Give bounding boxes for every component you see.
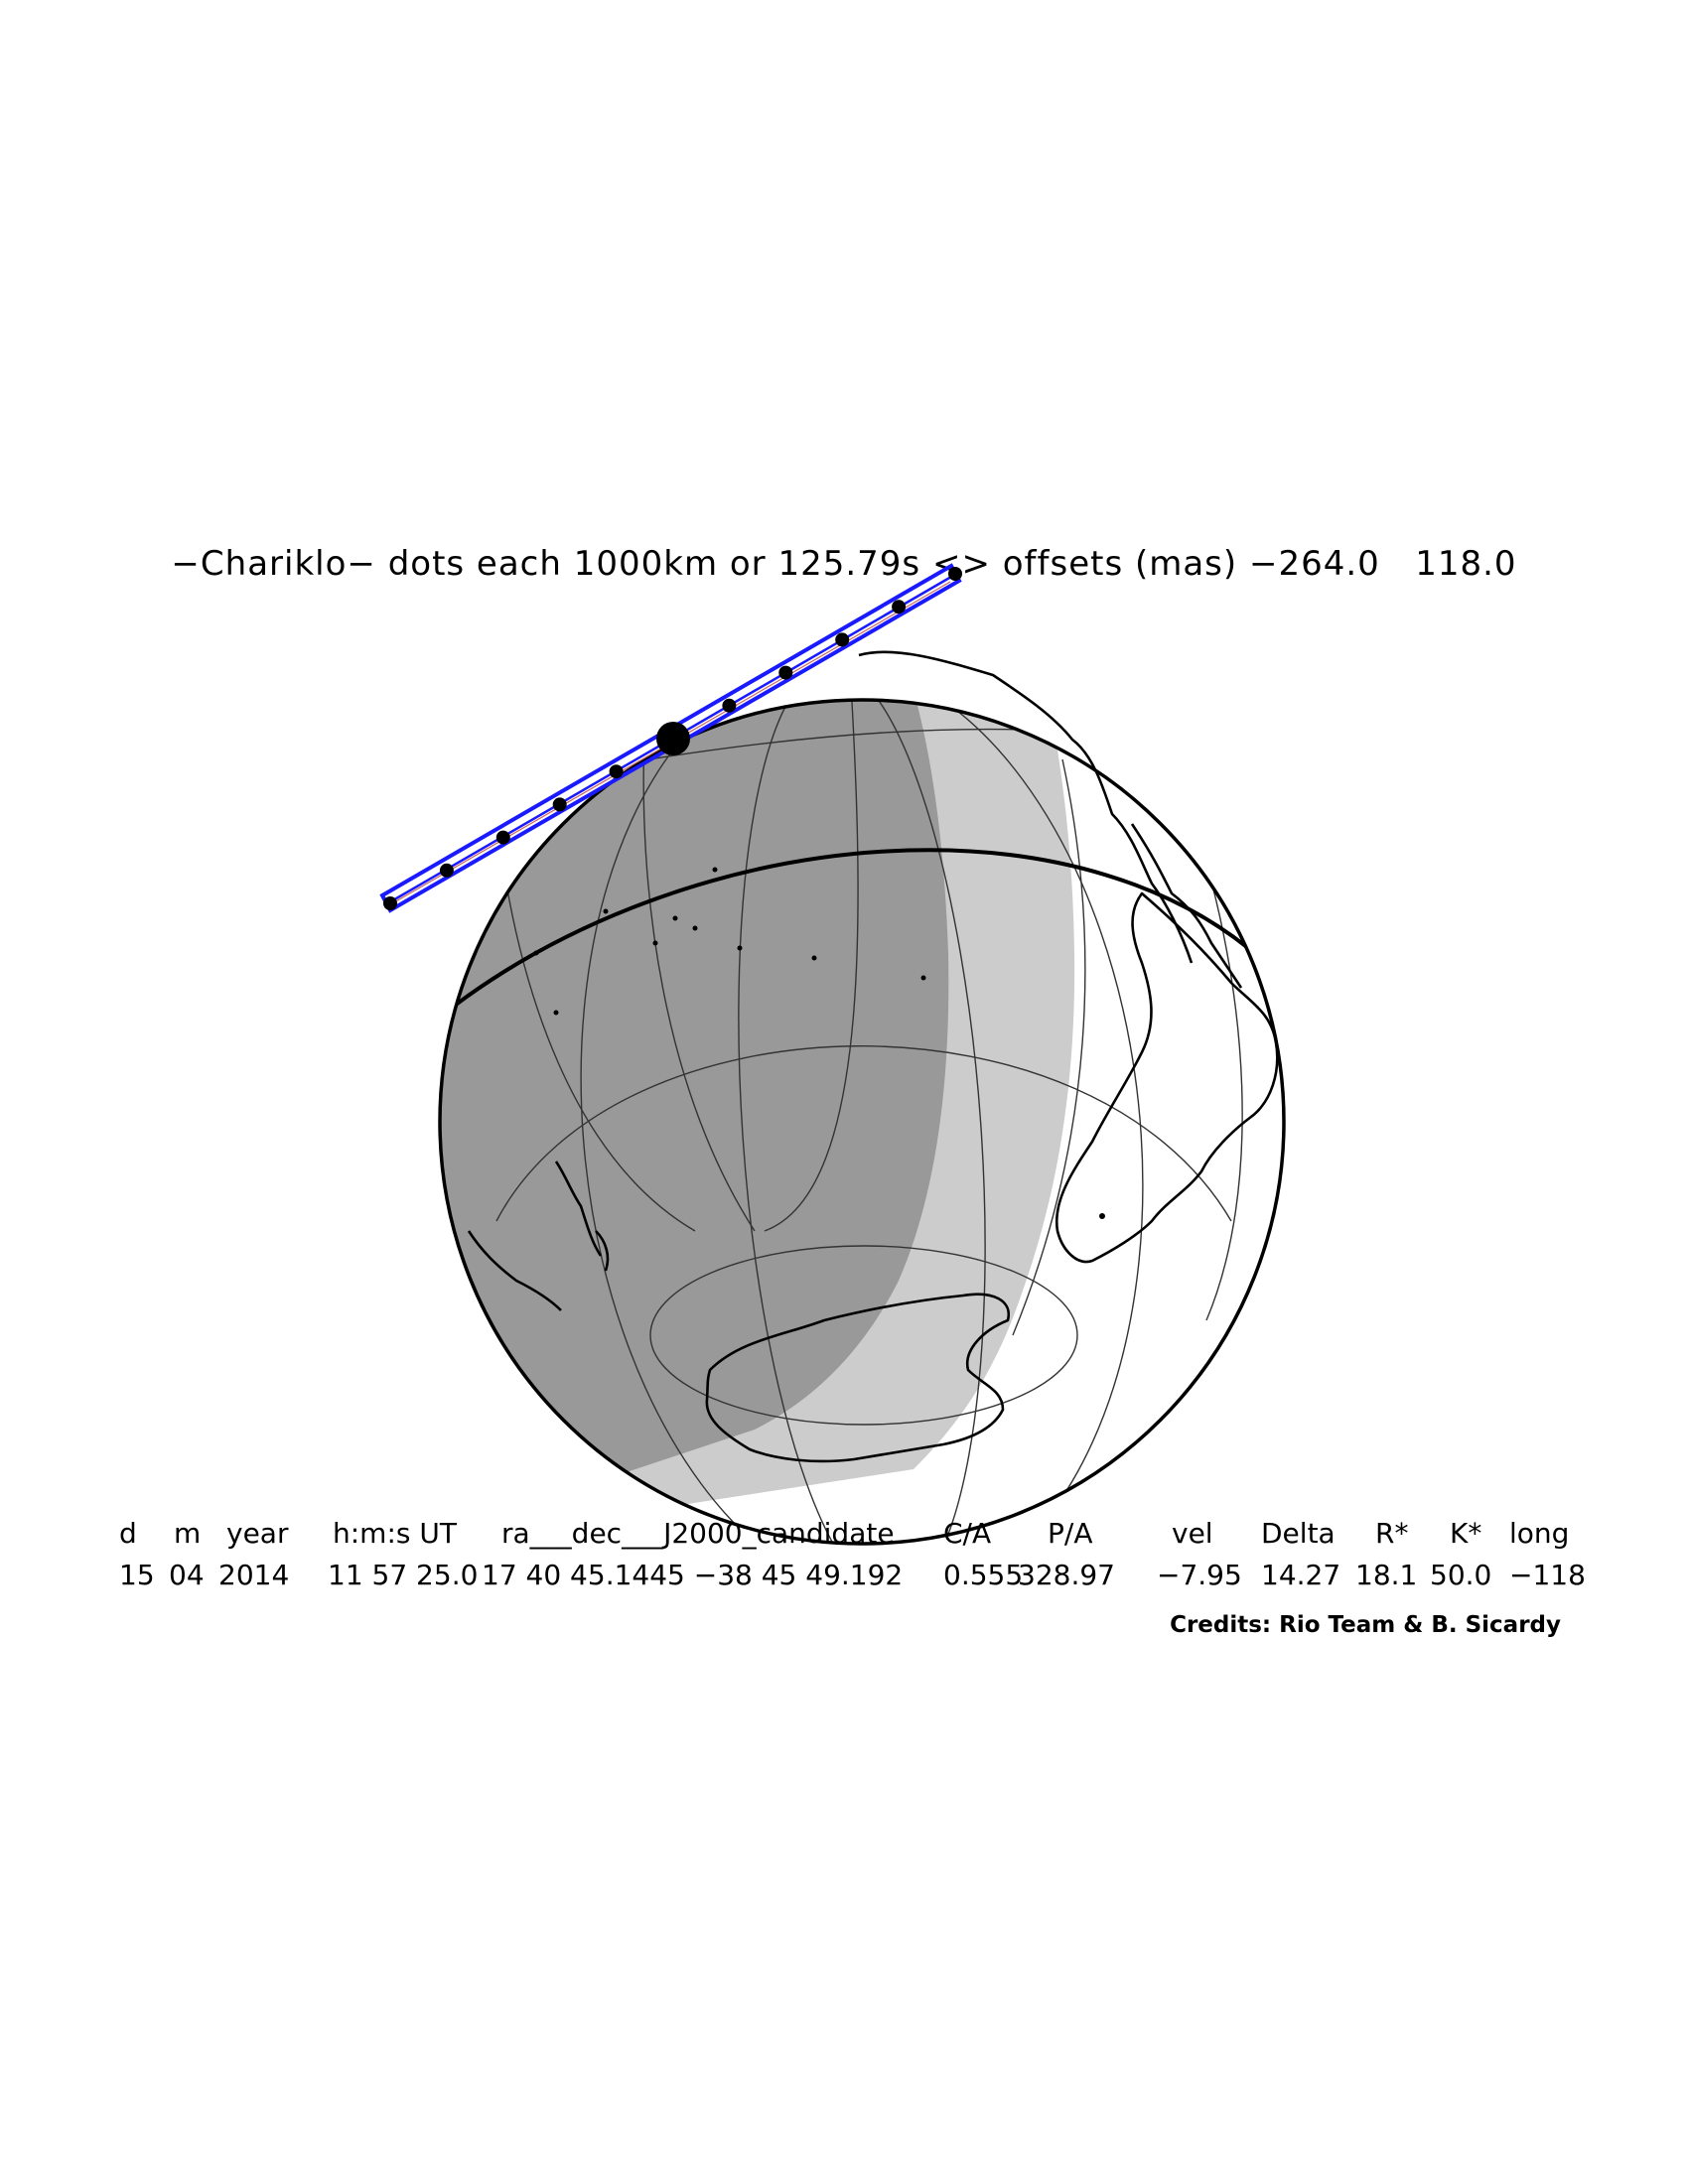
table-value-cell: 17 40 45.1445 −38 45 49.192 — [482, 1559, 904, 1591]
coastlines — [467, 650, 1279, 1463]
shadow-path — [379, 563, 962, 913]
path-dot — [609, 764, 624, 779]
table-header-cell: P/A — [1048, 1517, 1093, 1550]
meridian-center — [764, 700, 859, 1232]
meridian-2 — [738, 700, 986, 1544]
table-header-cell: ra___dec___J2000_candidate — [501, 1517, 895, 1550]
coast-new-zealand — [554, 1160, 610, 1272]
island — [737, 945, 743, 951]
island — [603, 908, 609, 914]
equator-line — [450, 848, 1283, 1010]
table-value-row: 15 04 2014 11 57 25.0 17 40 45.1445 −38 45 4… — [119, 1559, 1586, 1600]
meridian-1 — [580, 700, 1144, 1544]
table-value-cell: −7.95 — [1157, 1559, 1242, 1591]
coast-south-america — [1055, 891, 1279, 1264]
table-value-cell: 04 — [169, 1559, 205, 1591]
table-header-cell: long — [1509, 1517, 1570, 1550]
table-header-cell: year — [226, 1517, 289, 1550]
island — [553, 1010, 559, 1016]
table-header-cell: m — [174, 1517, 202, 1550]
path-dot — [383, 896, 397, 910]
table-header-cell: Delta — [1261, 1517, 1336, 1550]
table-value-cell: 15 — [119, 1559, 155, 1591]
island — [533, 950, 539, 956]
island — [672, 915, 678, 921]
event-table: d m year h:m:s UT ra___dec___J2000_candidate… — [119, 1517, 1586, 1600]
table-header-cell: R* — [1375, 1517, 1409, 1550]
table-value-cell: 328.97 — [1018, 1559, 1115, 1591]
island — [920, 975, 926, 981]
table-header-row: d m year h:m:s UT ra___dec___J2000_candidate… — [119, 1517, 1569, 1559]
table-value-cell: 11 57 25.0 — [328, 1559, 479, 1591]
table-header-cell: vel — [1172, 1517, 1213, 1550]
table-header-cell: h:m:s UT — [333, 1517, 457, 1550]
latitude-south-30 — [495, 1045, 1232, 1222]
path-dot — [439, 863, 454, 878]
island — [652, 940, 658, 946]
table-value-cell: 50.0 — [1430, 1559, 1492, 1591]
table-value-cell: 14.27 — [1261, 1559, 1341, 1591]
path-dot — [778, 665, 793, 680]
island — [1099, 1213, 1105, 1219]
table-value-cell: −118 — [1509, 1559, 1586, 1591]
meridian-left — [642, 714, 756, 1232]
coast-central-america — [1130, 823, 1243, 989]
table-header-cell: C/A — [943, 1517, 992, 1550]
globe-outline — [438, 698, 1286, 1546]
path-dot — [948, 567, 962, 581]
coast-antarctica — [705, 1293, 1011, 1463]
island — [712, 867, 718, 873]
table-value-cell: 2014 — [218, 1559, 290, 1591]
islands — [533, 867, 1105, 1219]
island — [811, 955, 817, 961]
path-dots — [383, 567, 962, 910]
closest-approach-dot — [656, 722, 690, 755]
table-value-cell: 0.555 — [943, 1559, 1024, 1591]
credits: Credits: Rio Team & B. Sicardy — [1170, 1612, 1561, 1638]
path-dot — [495, 830, 510, 845]
table-header-cell: d — [119, 1517, 137, 1550]
path-dot — [892, 600, 907, 614]
path-dot — [722, 698, 737, 713]
path-dot — [552, 797, 567, 812]
island — [692, 925, 698, 931]
latitude-south-60 — [649, 1245, 1078, 1426]
coast-north-america — [858, 650, 1194, 964]
map-title: −Chariklo− dots each 1000km or 125.79s <… — [171, 544, 1517, 584]
table-value-cell: 18.1 — [1355, 1559, 1418, 1591]
coast-australia-edge — [467, 1230, 562, 1311]
path-dot — [835, 632, 850, 647]
meridian-right — [1012, 758, 1086, 1336]
table-header-cell: K* — [1450, 1517, 1482, 1550]
